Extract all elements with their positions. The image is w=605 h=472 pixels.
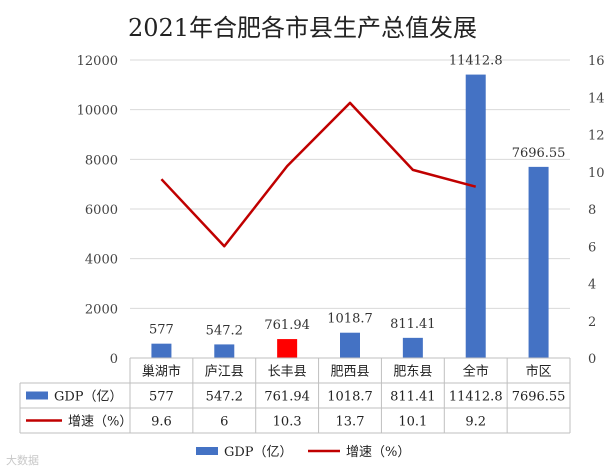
bar-全市	[465, 74, 486, 359]
table-key-bar-swatch	[26, 391, 48, 400]
category-label: 庐江县	[205, 365, 244, 380]
left-tick-label: 4000	[85, 253, 118, 268]
right-tick-label: 14	[588, 91, 605, 106]
bar-长丰县	[277, 339, 298, 358]
left-tick-label: 0	[110, 352, 118, 367]
table-cell-value: 11412.8	[449, 390, 503, 405]
bar-data-labels: 577 547.2 761.94 1018.7 811.41 11412.8 7696.55	[149, 54, 565, 339]
category-label: 全市	[463, 364, 489, 380]
data-table: 巢湖市 庐江县 长丰县 肥西县 肥东县 全市 市区 GDP（亿） 577 547.2 761.94 1…	[19, 357, 571, 434]
category-label: 市区	[526, 364, 552, 380]
legend-bar-swatch	[196, 447, 218, 455]
bar-data-label: 1018.7	[327, 312, 373, 327]
bar-肥西县	[340, 332, 360, 358]
right-tick-label: 12	[588, 129, 605, 144]
category-label: 长丰县	[268, 365, 307, 380]
watermark-text: 大数据	[6, 454, 39, 467]
bar-庐江县	[214, 344, 235, 358]
bar-data-label: 547.2	[206, 323, 243, 338]
table-cell-value: 7696.55	[512, 390, 566, 405]
bar-市区	[528, 166, 549, 358]
bar-肥东县	[402, 337, 423, 358]
category-label: 巢湖市	[142, 364, 181, 380]
left-tick-label: 6000	[85, 203, 118, 218]
table-series-name: GDP（亿）	[54, 390, 123, 405]
table-cell-value: 10.1	[398, 415, 427, 430]
table-series-name: 增速（%）	[68, 415, 132, 430]
right-tick-label: 0	[588, 352, 596, 367]
bar-data-label: 11412.8	[449, 54, 503, 69]
table-cell-value: 577	[149, 390, 174, 405]
bar-巢湖市	[151, 343, 172, 358]
right-tick-label: 8	[588, 203, 596, 218]
legend-gdp-label: GDP（亿）	[224, 445, 293, 460]
table-cell-value: 761.94	[264, 390, 310, 405]
right-axis-ticks: 0 2 4 6 8 10 12 14 16	[588, 54, 605, 367]
right-tick-label: 10	[588, 166, 605, 181]
gdp-bars	[151, 74, 549, 359]
table-cell-value: 13.7	[336, 415, 365, 430]
growth-line	[160, 101, 477, 248]
table-cell-value: 6	[220, 415, 228, 430]
category-label: 肥西县	[330, 365, 369, 380]
table-cell-value: 811.41	[390, 390, 436, 405]
legend: GDP（亿） 增速（%）	[196, 445, 410, 460]
bar-data-label: 811.41	[390, 317, 436, 332]
right-tick-label: 2	[588, 315, 596, 330]
growth-line-path	[160, 101, 477, 248]
table-cell-value: 1018.7	[327, 390, 373, 405]
category-label: 肥东县	[393, 365, 432, 380]
table-cell-value: 10.3	[273, 415, 302, 430]
bar-data-label: 7696.55	[512, 146, 566, 161]
chart-title: 2021年合肥各市县生产总值发展	[127, 14, 478, 42]
left-tick-label: 2000	[85, 302, 118, 317]
right-tick-label: 4	[588, 278, 596, 293]
left-tick-label: 10000	[77, 104, 118, 119]
bar-data-label: 761.94	[264, 318, 310, 333]
left-tick-label: 8000	[85, 153, 118, 168]
left-tick-label: 12000	[77, 54, 118, 69]
right-tick-label: 6	[588, 240, 596, 255]
bar-data-label: 577	[149, 323, 174, 338]
right-tick-label: 16	[588, 54, 605, 69]
table-cell-value: 9.2	[465, 415, 486, 430]
table-cell-value: 9.6	[151, 415, 172, 430]
table-cell-value: 547.2	[206, 390, 243, 405]
legend-growth-label: 增速（%）	[346, 445, 410, 460]
left-axis-ticks: 0 2000 4000 6000 8000 10000 12000	[77, 54, 118, 367]
